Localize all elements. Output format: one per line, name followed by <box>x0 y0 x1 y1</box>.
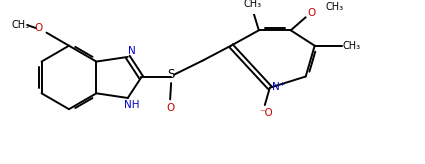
Text: CH₃: CH₃ <box>11 20 30 30</box>
Text: N: N <box>128 46 136 56</box>
Text: N⁺: N⁺ <box>272 82 286 92</box>
Text: NH: NH <box>124 100 139 110</box>
Text: O: O <box>166 103 174 113</box>
Text: CH₃: CH₃ <box>244 0 262 9</box>
Text: CH₃: CH₃ <box>326 2 344 12</box>
Text: S: S <box>167 68 175 81</box>
Text: O: O <box>34 23 43 33</box>
Text: CH₃: CH₃ <box>343 41 361 51</box>
Text: O: O <box>308 8 316 18</box>
Text: ⁻O: ⁻O <box>259 108 273 118</box>
